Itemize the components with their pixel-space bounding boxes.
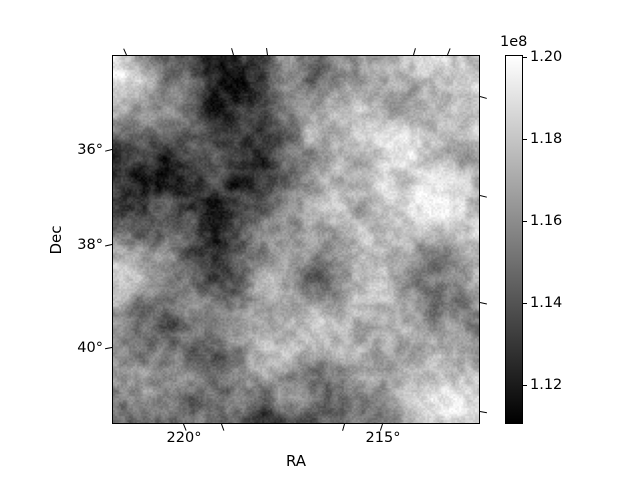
y-axis-label: Dec bbox=[47, 225, 65, 255]
x-tick-label-1: 215° bbox=[365, 430, 401, 446]
colorbar-gradient bbox=[506, 56, 522, 423]
colorbar-axes[interactable] bbox=[505, 55, 523, 424]
y-tick-label-0: 36° bbox=[77, 142, 103, 158]
y-axis-right-tick-1 bbox=[479, 195, 487, 199]
colorbar-offset-text: 1e8 bbox=[500, 34, 528, 50]
colorbar-tick-0 bbox=[523, 57, 527, 59]
colorbar-tick-1 bbox=[523, 139, 527, 141]
y-tick-label-2: 40° bbox=[77, 340, 103, 356]
colorbar-tick-label-0: 1.20 bbox=[530, 49, 563, 66]
sky-map-image bbox=[113, 56, 479, 423]
y-axis-right-tick-0 bbox=[479, 96, 487, 100]
y-axis-right-tick-3 bbox=[479, 411, 487, 414]
colorbar-tick-label-4: 1.12 bbox=[530, 377, 563, 394]
x-tick-label-0: 220° bbox=[166, 430, 202, 446]
colorbar-tick-label-3: 1.14 bbox=[530, 295, 563, 312]
x-axis-top-tick-1 bbox=[231, 48, 235, 56]
x-axis-label: RA bbox=[285, 452, 307, 470]
sky-map-axes[interactable] bbox=[112, 55, 480, 424]
x-axis-tick-1 bbox=[221, 423, 225, 431]
x-axis-tick-2 bbox=[342, 423, 346, 431]
y-tick-label-1: 38° bbox=[77, 237, 103, 253]
y-axis-right-tick-2 bbox=[479, 302, 487, 306]
colorbar-tick-label-1: 1.18 bbox=[530, 131, 563, 148]
colorbar-tick-2 bbox=[523, 221, 527, 223]
colorbar-tick-3 bbox=[523, 303, 527, 305]
colorbar-tick-label-2: 1.16 bbox=[530, 213, 563, 230]
colorbar-tick-4 bbox=[523, 385, 527, 387]
